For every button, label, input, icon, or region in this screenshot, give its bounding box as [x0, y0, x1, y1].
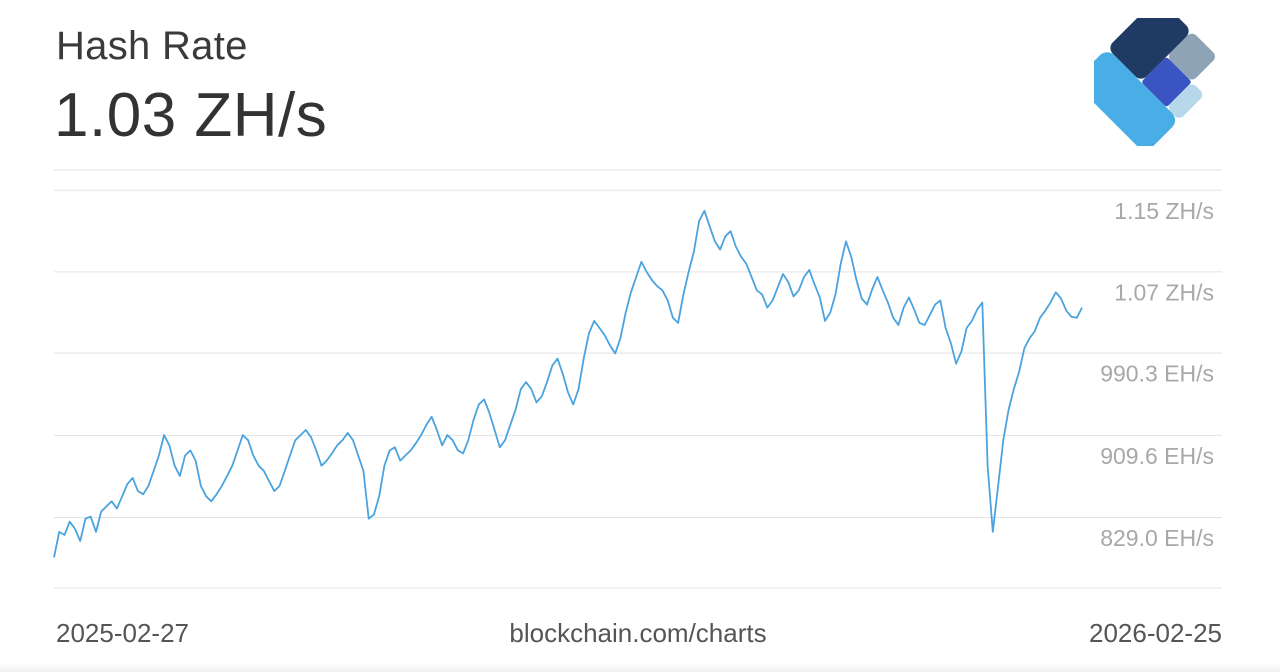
- bottom-shadow: [0, 662, 1280, 672]
- source-link[interactable]: blockchain.com/charts: [509, 618, 767, 648]
- y-tick-label: 1.15 ZH/s: [1114, 198, 1214, 224]
- chart-title: Hash Rate: [56, 24, 248, 68]
- hash-rate-series-line: [53, 209, 1083, 558]
- x-axis-start-date: 2025-02-27: [56, 618, 189, 648]
- hash-rate-chart: 829.0 EH/s 909.6 EH/s 990.3 EH/s 1.07 ZH/s 1…: [53, 169, 1222, 589]
- y-tick-label: 990.3 EH/s: [1100, 361, 1214, 387]
- y-tick-label: 909.6 EH/s: [1100, 443, 1214, 469]
- blockchain-logo-icon: [1094, 18, 1215, 146]
- current-hash-rate-value: 1.03 ZH/s: [54, 81, 328, 150]
- y-tick-label: 1.07 ZH/s: [1114, 279, 1214, 305]
- y-tick-label: 829.0 EH/s: [1100, 525, 1214, 551]
- x-axis-end-date: 2026-02-25: [1089, 618, 1222, 648]
